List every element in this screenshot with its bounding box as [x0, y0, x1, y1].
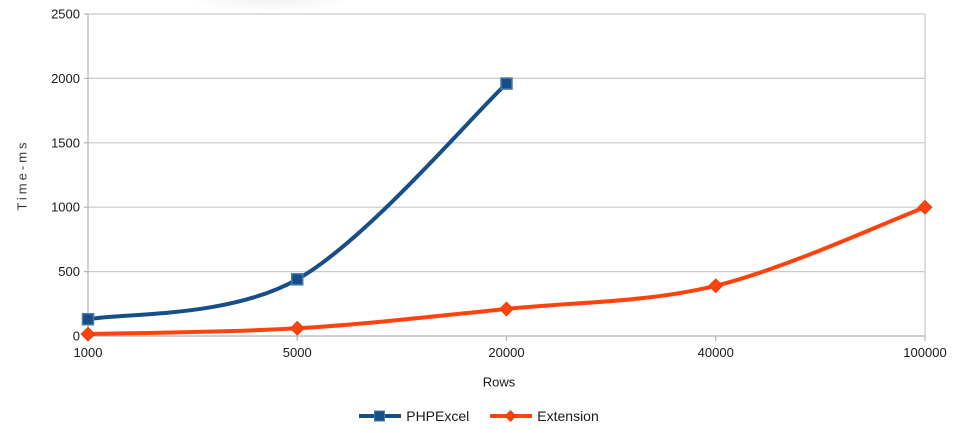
x-tick-label-20000: 20000: [488, 345, 524, 360]
data-point-extension-1: [289, 320, 305, 336]
x-tick-label-1000: 1000: [74, 345, 103, 360]
legend-marker-extension: [490, 410, 533, 422]
y-tick-label-500: 500: [58, 264, 80, 279]
y-tick-label-1000: 1000: [51, 200, 80, 215]
data-point-extension-2: [499, 301, 514, 317]
legend-label-extension: Extension: [537, 408, 599, 424]
y-tick-label-2500: 2500: [51, 7, 80, 22]
legend-label-phpexcel: PHPExcel: [406, 408, 470, 424]
data-point-extension-4: [917, 199, 933, 215]
x-tick-label-100000: 100000: [903, 345, 946, 360]
legend-item-extension: Extension: [489, 408, 599, 424]
x-tick-label-40000: 40000: [698, 345, 734, 360]
y-tick-label-0: 0: [73, 329, 80, 344]
data-point-phpexcel-0: [81, 313, 95, 326]
data-point-extension-0: [80, 326, 96, 342]
data-point-phpexcel-2: [500, 77, 513, 90]
y-tick-label-2000: 2000: [51, 71, 80, 86]
x-axis-title: Rows: [482, 374, 516, 390]
data-point-extension-3: [708, 278, 724, 294]
chart-legend: PHPExcel Extension: [0, 406, 957, 426]
legend-marker-phpexcel: [359, 410, 402, 422]
legend-item-phpexcel: PHPExcel: [358, 408, 469, 424]
x-tick-label-5000: 5000: [283, 345, 312, 360]
y-axis-title: Time-ms: [14, 139, 30, 211]
data-point-phpexcel-1: [291, 273, 304, 286]
y-tick-label-1500: 1500: [51, 135, 80, 150]
